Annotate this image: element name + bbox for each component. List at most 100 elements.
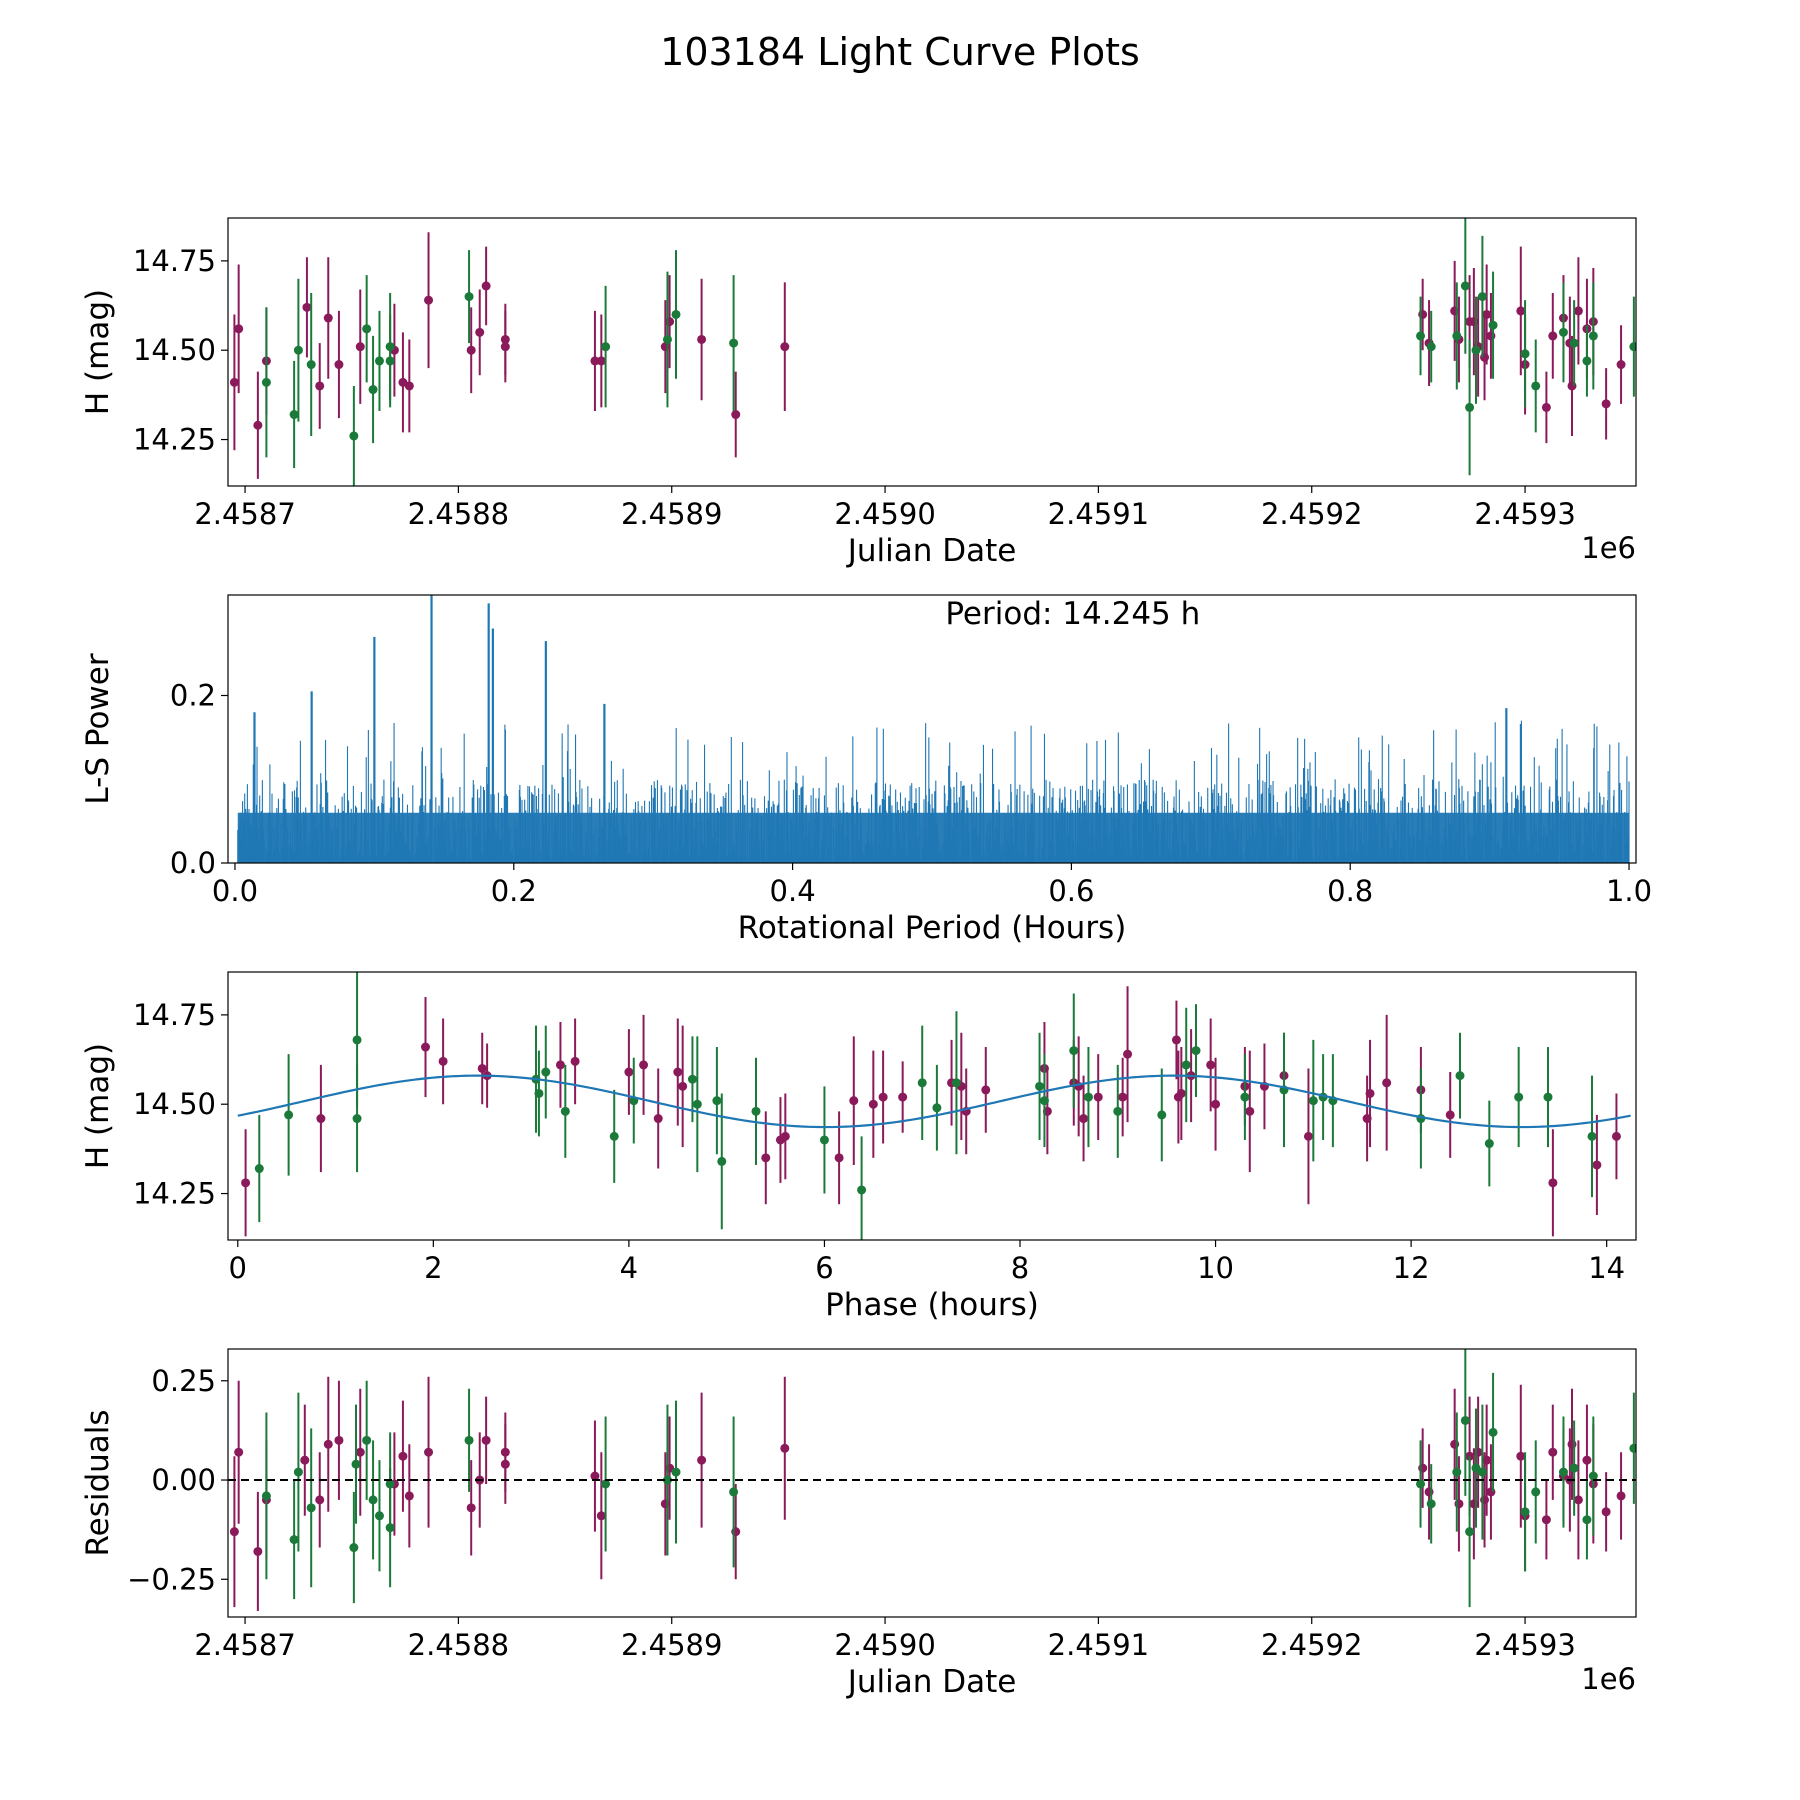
- x-tick-label: 2: [424, 1251, 442, 1285]
- data-point: [761, 1153, 771, 1163]
- data-point: [349, 1543, 359, 1553]
- data-point: [857, 1185, 867, 1195]
- data-point: [1573, 1495, 1583, 1505]
- data-point: [1477, 1467, 1487, 1477]
- x-tick-label: 2.4593: [1474, 497, 1575, 531]
- x-tick-label: 2.4587: [194, 497, 295, 531]
- data-point: [300, 1455, 310, 1465]
- data-point: [1638, 1456, 1647, 1465]
- data-point: [234, 324, 244, 334]
- y-tick-label: 0.2: [170, 679, 216, 713]
- data-point: [1516, 306, 1526, 316]
- data-point: [1452, 331, 1462, 341]
- data-point: [1655, 1487, 1664, 1496]
- data-point: [1454, 1499, 1464, 1509]
- data-point: [464, 292, 474, 302]
- x-tick-label: 2.4592: [1261, 1628, 1362, 1662]
- data-point: [241, 1178, 251, 1188]
- x-tick-label: 2.4589: [621, 497, 722, 531]
- data-point: [868, 1099, 878, 1109]
- data-point: [1531, 381, 1541, 391]
- data-point: [601, 342, 611, 352]
- data-point: [697, 1455, 707, 1465]
- data-point: [1569, 1463, 1579, 1473]
- y-tick-label: 0.25: [151, 1364, 216, 1398]
- x-tick-label: 8: [1011, 1251, 1029, 1285]
- data-point: [1093, 1092, 1103, 1102]
- data-point: [1079, 1114, 1089, 1124]
- x-tick-label: 0.0: [212, 874, 258, 908]
- data-point: [917, 1078, 927, 1088]
- data-point: [254, 1164, 264, 1174]
- data-point: [404, 381, 414, 391]
- series-g: [254, 972, 1597, 1240]
- data-point: [1035, 1081, 1045, 1091]
- data-point: [385, 1479, 395, 1489]
- data-point: [1416, 331, 1426, 341]
- data-point: [464, 1435, 474, 1445]
- data-point: [293, 345, 303, 355]
- x-tick-label: 14: [1588, 1251, 1625, 1285]
- data-point: [253, 1546, 263, 1556]
- data-point: [1416, 1479, 1426, 1489]
- data-point: [1486, 331, 1496, 341]
- data-point: [751, 1106, 761, 1116]
- data-point: [671, 309, 681, 319]
- data-point: [1424, 1487, 1434, 1497]
- data-point: [315, 381, 325, 391]
- data-point: [1558, 327, 1568, 337]
- data-point: [849, 1096, 859, 1106]
- data-point: [673, 1067, 683, 1077]
- axes-frame: [227, 1348, 1637, 1618]
- x-tick-label: 2.4588: [408, 1628, 509, 1662]
- plot-area: [237, 972, 1631, 1240]
- data-point: [306, 1503, 316, 1513]
- y-tick-label: 0.0: [170, 846, 216, 880]
- data-point: [1661, 321, 1670, 330]
- data-point: [712, 1096, 722, 1106]
- data-point: [692, 1099, 702, 1109]
- plot-area: [229, 218, 1687, 486]
- data-point: [609, 1131, 619, 1141]
- data-point: [1191, 1046, 1201, 1056]
- data-point: [951, 1078, 961, 1088]
- data-point: [362, 1435, 372, 1445]
- data-point: [731, 410, 741, 420]
- data-point: [1582, 356, 1592, 366]
- data-point: [302, 302, 312, 312]
- y-axis-label: H (mag): [80, 1043, 116, 1169]
- data-point: [1418, 309, 1428, 319]
- data-point: [1567, 1439, 1577, 1449]
- data-point: [368, 385, 378, 395]
- data-point: [306, 360, 316, 370]
- data-point: [1482, 309, 1492, 319]
- data-point: [729, 338, 739, 348]
- series-r: [229, 232, 1687, 479]
- data-point: [481, 1435, 491, 1445]
- data-point: [1601, 399, 1611, 409]
- data-point: [1638, 331, 1647, 340]
- x-tick-label: 0.6: [1048, 874, 1094, 908]
- data-point: [261, 1491, 271, 1501]
- data-point: [481, 281, 491, 291]
- data-point: [352, 1114, 362, 1124]
- data-point: [1171, 1035, 1181, 1045]
- series-g: [261, 218, 1675, 486]
- data-point: [1176, 1088, 1186, 1098]
- data-point: [1541, 1515, 1551, 1525]
- data-point: [421, 1042, 431, 1052]
- data-point: [500, 342, 510, 352]
- data-point: [1486, 1487, 1496, 1497]
- data-point: [1123, 1049, 1133, 1059]
- data-point: [334, 1435, 344, 1445]
- data-point: [1569, 338, 1579, 348]
- data-point: [1471, 345, 1481, 355]
- data-point: [1514, 1092, 1524, 1102]
- data-point: [731, 1527, 741, 1537]
- data-point: [1469, 317, 1479, 327]
- x-tick-label: 10: [1197, 1251, 1234, 1285]
- data-point: [1678, 324, 1687, 333]
- data-point: [351, 1459, 361, 1469]
- data-point: [1629, 1443, 1636, 1453]
- data-point: [1666, 342, 1675, 351]
